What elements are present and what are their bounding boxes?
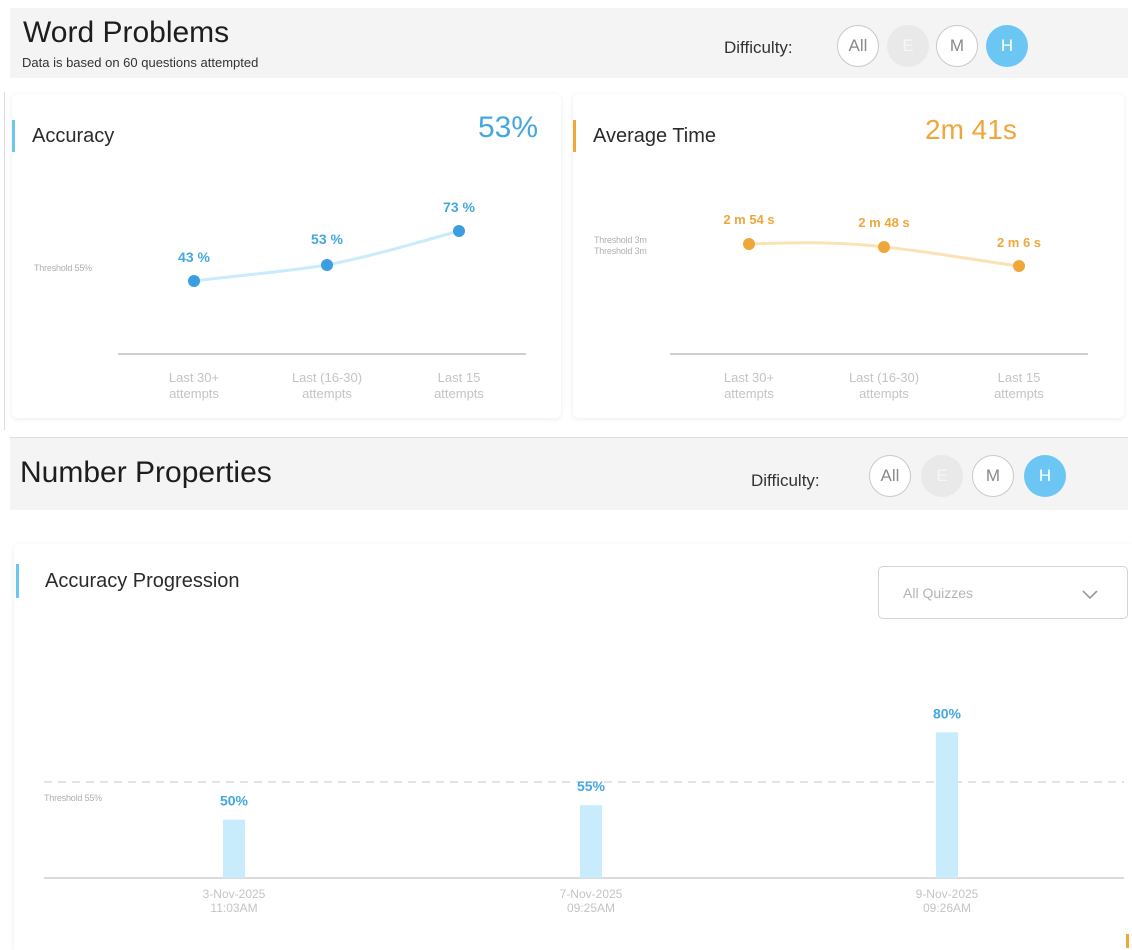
average-time-value: 2m 41s (925, 114, 1017, 145)
average-time-title: Average Time (593, 125, 717, 147)
section-title: Word Problems (23, 16, 230, 49)
average-time-x-tick-3: Last 15 attempts (994, 370, 1044, 401)
progression-title: Accuracy Progression (45, 570, 240, 592)
difficulty-all-button[interactable]: All (869, 455, 911, 497)
progression-bar-2 (580, 805, 602, 878)
average-time-point-3 (1013, 260, 1025, 272)
progression-data-label-1: 50% (220, 793, 249, 809)
difficulty-medium-button[interactable]: M (936, 25, 978, 67)
accuracy-title: Accuracy (32, 125, 115, 147)
accuracy-line-chart: 43 % 53 % 73 % (118, 199, 526, 355)
accuracy-x-tick-2: Last (16-30) attempts (291, 370, 363, 401)
average-time-line-chart: 2 m 54 s 2 m 48 s 2 m 6 s (670, 212, 1088, 355)
difficulty-label: Difficulty: (751, 471, 820, 490)
accuracy-point-3 (453, 225, 465, 237)
progression-data-label-3: 80% (933, 705, 962, 721)
accuracy-point-1 (188, 275, 200, 287)
accuracy-threshold-label: Threshold 55% (34, 263, 92, 273)
time-threshold-label-1: Threshold 3m (594, 235, 647, 245)
difficulty-all-button[interactable]: All (837, 25, 879, 67)
scroll-indicator[interactable] (1126, 934, 1129, 948)
difficulty-hard-button[interactable]: H (1024, 455, 1066, 497)
progression-x-tick-2: 7-Nov-2025 09:25AM (559, 887, 623, 915)
chevron-down-icon (1082, 590, 1098, 600)
accuracy-value: 53% (478, 111, 539, 144)
accuracy-progression-card: Accuracy Progression All Quizzes Thresho… (14, 544, 1132, 950)
progression-bar-3 (936, 732, 958, 878)
progression-data-label-2: 55% (577, 778, 606, 794)
accuracy-data-label-2: 53 % (311, 231, 343, 247)
progression-x-tick-3: 9-Nov-2025 09:26AM (915, 887, 979, 915)
number-properties-header: Number Properties Difficulty: All E M H (10, 437, 1128, 510)
average-time-point-1 (743, 238, 755, 250)
time-threshold-label-2: Threshold 3m (594, 246, 647, 256)
left-divider (4, 92, 5, 430)
progression-x-tick-1: 3-Nov-2025 11:03AM (202, 887, 266, 915)
difficulty-easy-button[interactable]: E (887, 25, 929, 67)
difficulty-label: Difficulty: (724, 38, 793, 57)
accuracy-x-tick-1: Last 30+ attempts (168, 370, 220, 401)
accuracy-data-label-3: 73 % (443, 199, 475, 215)
progression-bar-1 (223, 819, 245, 878)
average-time-x-tick-1: Last 30+ attempts (723, 370, 775, 401)
accuracy-card: Accuracy 53% Threshold 55% 43 % 53 % 73 … (12, 94, 561, 418)
average-time-data-label-1: 2 m 54 s (723, 212, 774, 227)
average-time-data-label-3: 2 m 6 s (997, 235, 1041, 250)
accuracy-point-2 (321, 259, 333, 271)
difficulty-medium-button[interactable]: M (972, 455, 1014, 497)
average-time-data-label-2: 2 m 48 s (858, 215, 909, 230)
progression-threshold-label: Threshold 55% (44, 793, 102, 803)
section-title: Number Properties (20, 456, 272, 489)
quiz-filter-value: All Quizzes (903, 585, 974, 601)
difficulty-hard-button[interactable]: H (986, 25, 1028, 67)
accuracy-accent-bar (12, 120, 15, 152)
word-problems-header: Word Problems Data is based on 60 questi… (10, 8, 1128, 78)
section-subtitle: Data is based on 60 questions attempted (22, 55, 259, 70)
accuracy-x-tick-3: Last 15 attempts (434, 370, 484, 401)
average-time-accent-bar (573, 120, 576, 152)
accuracy-data-label-1: 43 % (178, 249, 210, 265)
average-time-x-tick-2: Last (16-30) attempts (848, 370, 920, 401)
accuracy-progression-bar-chart: 50% 55% 80% (44, 705, 1124, 879)
average-time-point-2 (878, 241, 890, 253)
progression-accent-bar (16, 564, 19, 598)
difficulty-easy-button[interactable]: E (921, 455, 963, 497)
average-time-card: Average Time 2m 41s Threshold 3m Thresho… (573, 94, 1124, 418)
quiz-filter-dropdown[interactable]: All Quizzes (878, 566, 1128, 619)
